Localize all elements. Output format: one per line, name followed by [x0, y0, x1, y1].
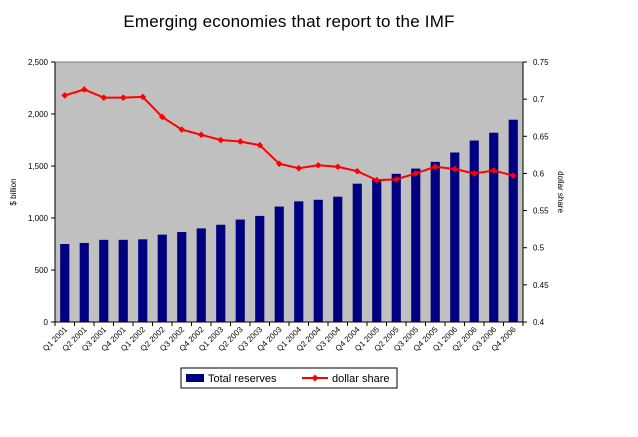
point-dollar-share — [431, 163, 439, 171]
legend-box — [180, 367, 398, 389]
point-dollar-share — [392, 176, 400, 183]
bar-total-reserves — [489, 132, 499, 322]
bar-total-reserves — [138, 239, 148, 322]
bar-total-reserves — [157, 234, 167, 322]
point-dollar-share — [119, 94, 127, 101]
bar-total-reserves — [352, 183, 362, 322]
y-tick-label-left: 2,000 — [28, 110, 49, 119]
point-dollar-share — [373, 176, 381, 184]
bar-total-reserves — [79, 242, 89, 322]
bar-total-reserves — [196, 228, 206, 322]
bar-total-reserves — [450, 152, 460, 322]
y-tick-label-right: 0.7 — [533, 95, 545, 104]
point-dollar-share — [334, 163, 342, 171]
point-dollar-share — [158, 113, 166, 121]
y-tick-label-left: 0 — [44, 318, 49, 327]
chart-title: Emerging economies that report to the IM… — [123, 12, 455, 31]
point-dollar-share — [256, 141, 264, 149]
y-tick-label-right: 0.65 — [533, 132, 549, 141]
point-dollar-share — [490, 167, 498, 174]
bar-total-reserves — [294, 201, 304, 322]
point-dollar-share — [412, 170, 420, 177]
y-tick-label-right: 0.5 — [533, 244, 545, 253]
y-tick-label-left: 1,000 — [28, 214, 49, 223]
y-tick-label-left: 2,500 — [28, 58, 49, 67]
legend-label-dollar-share: dollar share — [332, 373, 389, 385]
bar-total-reserves — [333, 196, 343, 322]
bar-total-reserves — [313, 199, 323, 322]
y-tick-label-left: 500 — [35, 266, 49, 275]
legend-swatch-total-reserves — [186, 374, 204, 382]
point-dollar-share — [353, 167, 361, 175]
point-dollar-share — [100, 94, 108, 101]
y-tick-label-right: 0.75 — [533, 58, 549, 67]
bar-total-reserves — [372, 179, 382, 322]
line-dollar-share — [64, 88, 514, 182]
bar-total-reserves — [274, 206, 284, 322]
point-dollar-share — [197, 131, 205, 139]
bar-total-reserves — [235, 219, 245, 322]
bar-total-reserves — [469, 140, 479, 322]
point-dollar-share — [275, 160, 283, 168]
y-tick-label-right: 0.4 — [533, 318, 545, 327]
point-dollar-share — [217, 136, 225, 144]
point-dollar-share — [470, 170, 478, 177]
point-dollar-share — [178, 126, 186, 133]
y-tick-label-right: 0.55 — [533, 207, 549, 216]
point-dollar-share — [295, 164, 303, 172]
bar-total-reserves — [411, 168, 421, 322]
point-dollar-share — [509, 172, 517, 179]
legend-marker-dollar-share — [311, 374, 319, 382]
bar-total-reserves — [118, 239, 128, 322]
bar-total-reserves — [60, 244, 70, 322]
y-tick-label-right: 0.45 — [533, 281, 549, 290]
y-axis-title-right: dollar share — [556, 171, 565, 213]
legend: Total reserves dollar share — [180, 367, 398, 389]
bar-total-reserves — [391, 173, 401, 322]
point-dollar-share — [80, 86, 88, 93]
y-tick-label-left: 1,500 — [28, 162, 49, 171]
point-dollar-share — [61, 92, 69, 99]
bar-total-reserves — [99, 239, 109, 322]
legend-label-total-reserves: Total reserves — [208, 373, 277, 385]
bar-total-reserves — [255, 215, 265, 322]
bar-total-reserves — [430, 161, 440, 322]
bar-total-reserves — [508, 119, 518, 322]
bar-total-reserves — [177, 232, 187, 322]
y-axis-title-left: $ billion — [9, 178, 18, 205]
y-tick-label-right: 0.6 — [533, 169, 545, 178]
point-dollar-share — [451, 165, 459, 173]
bar-total-reserves — [216, 224, 226, 322]
point-dollar-share — [139, 93, 147, 101]
point-dollar-share — [236, 138, 244, 145]
point-dollar-share — [314, 161, 322, 169]
